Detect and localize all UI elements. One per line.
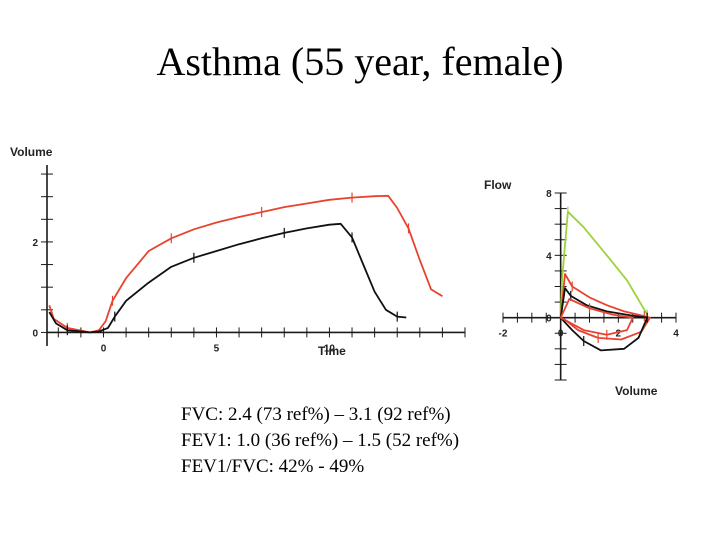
volume-time-x-tick-label: 5 (214, 343, 220, 354)
slide-title: Asthma (55 year, female) (156, 39, 564, 84)
volume-time-xlabel: Time (318, 344, 346, 358)
fvc-stat: FVC: 2.4 (73 ref%) – 3.1 (92 ref%) (181, 404, 451, 425)
flow-volume-y-tick-label: 0 (546, 314, 552, 325)
fev1-stat: FEV1: 1.0 (36 ref%) – 1.5 (52 ref%) (181, 430, 460, 451)
flow-volume-series-3-line (559, 287, 649, 352)
volume-time-series-2-line (48, 222, 407, 334)
fev1-fvc-ratio-stat: FEV1/FVC: 42% - 49% (181, 456, 365, 477)
flow-volume-series-2-line (559, 273, 651, 341)
flow-volume-series-4-line (559, 298, 634, 336)
volume-time-y-tick-label: 2 (32, 238, 38, 249)
volume-time-x-tick-label: 10 (324, 343, 336, 354)
flow-volume-y-tick-label: 4 (546, 251, 552, 262)
flow-volume-x-tick-label: 0 (558, 329, 564, 340)
flow-volume-x-tick-label: 4 (673, 329, 679, 340)
flow-volume-series-1-line (559, 210, 648, 318)
flow-volume-xlabel: Volume (615, 384, 658, 398)
flow-volume-chart: Flow Volume -2 0 2 4 0 4 8 (484, 178, 679, 398)
volume-time-series-1-line (48, 194, 443, 334)
volume-time-chart: Volume Time 0 5 10 0 2 (10, 145, 466, 358)
volume-time-x-tick-label: 0 (101, 343, 107, 354)
volume-time-y-tick-label: 0 (32, 328, 38, 339)
flow-volume-x-tick-label: -2 (499, 329, 508, 340)
flow-volume-ylabel: Flow (484, 178, 512, 192)
volume-time-ylabel: Volume (10, 145, 53, 159)
spirometry-stats: FVC: 2.4 (73 ref%) – 3.1 (92 ref%) FEV1:… (181, 402, 459, 480)
flow-volume-y-tick-label: 8 (546, 189, 552, 200)
flow-volume-x-tick-label: 2 (616, 329, 622, 340)
